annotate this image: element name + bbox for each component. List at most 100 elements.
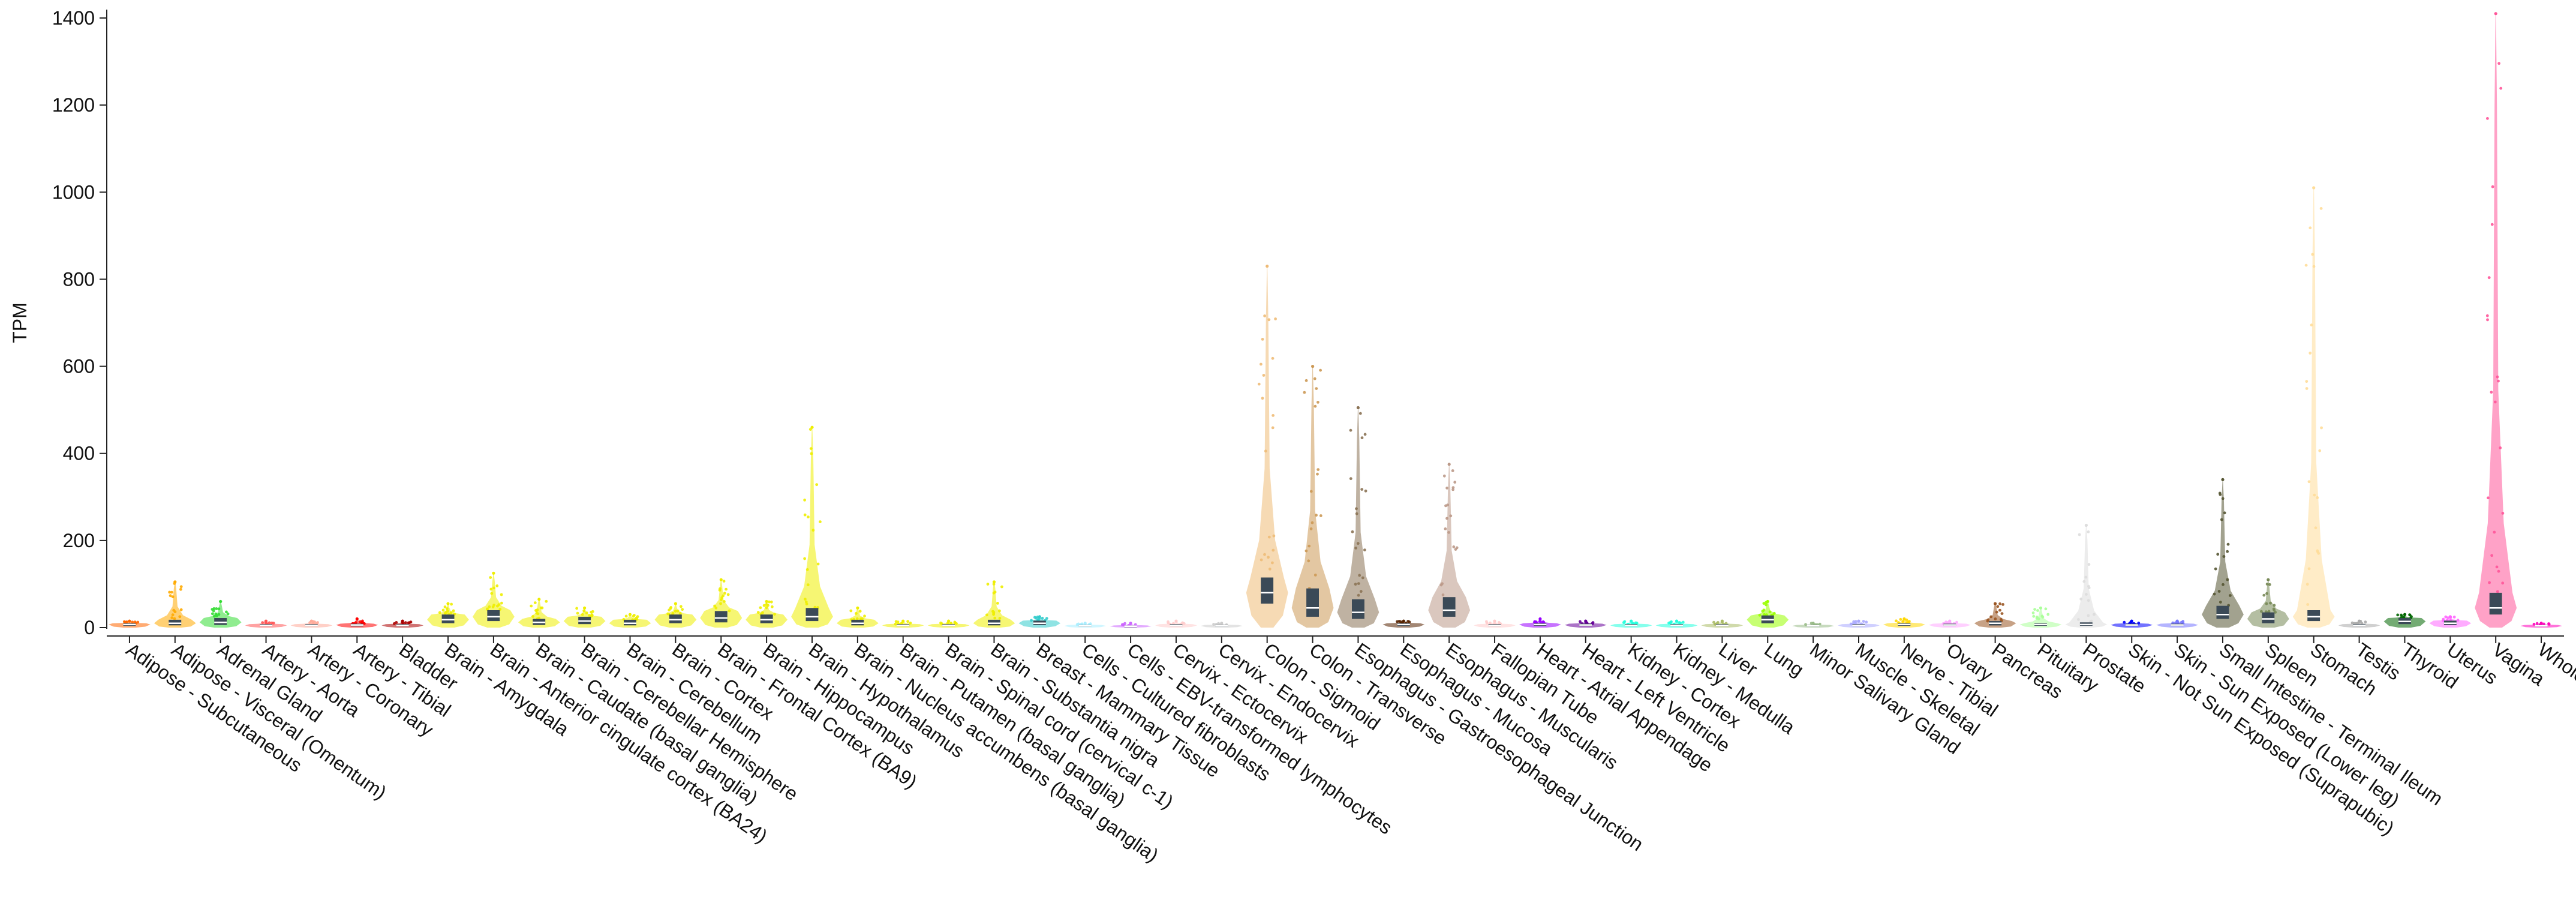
outlier-point <box>1360 488 1364 491</box>
violin-12[interactable] <box>654 602 697 628</box>
violin-27[interactable] <box>1337 406 1379 628</box>
iqr-box <box>2307 610 2320 622</box>
violin-6[interactable] <box>381 619 424 628</box>
violin-0[interactable] <box>109 619 151 628</box>
outlier-point <box>993 590 997 594</box>
outlier-point <box>2547 622 2550 625</box>
violin-body <box>473 573 515 628</box>
outlier-point <box>996 602 999 605</box>
violin-18[interactable] <box>927 619 970 628</box>
violin-40[interactable] <box>1928 619 1971 628</box>
violin-11[interactable] <box>609 613 651 628</box>
violin-42[interactable] <box>2019 606 2062 628</box>
outlier-point <box>2486 117 2489 120</box>
outlier-point <box>855 617 859 620</box>
outlier-point <box>1441 593 1445 596</box>
violin-44[interactable] <box>2111 619 2153 628</box>
outlier-point <box>1304 379 1308 382</box>
outlier-point <box>2082 580 2086 583</box>
violin-35[interactable] <box>1701 619 1744 628</box>
outlier-point <box>1304 549 1308 553</box>
outlier-point <box>819 520 822 523</box>
outlier-point <box>2311 253 2315 256</box>
outlier-point <box>1451 469 1454 472</box>
violin-14[interactable] <box>746 599 787 628</box>
outlier-point <box>723 600 726 603</box>
violin-10[interactable] <box>563 606 606 628</box>
outlier-point <box>1000 585 1003 589</box>
violin-20[interactable] <box>1018 615 1061 628</box>
violin-13[interactable] <box>700 578 743 628</box>
outlier-point <box>2501 581 2505 585</box>
outlier-point <box>1763 613 1766 616</box>
max-point <box>2358 619 2361 623</box>
outlier-point <box>441 608 445 612</box>
outlier-point <box>1313 377 1316 380</box>
violin-9[interactable] <box>518 598 560 628</box>
outlier-point <box>985 613 988 617</box>
violin-32[interactable] <box>1564 619 1607 628</box>
violin-38[interactable] <box>1838 619 1880 628</box>
violin-15[interactable] <box>791 425 833 628</box>
violin-49[interactable] <box>2338 619 2380 628</box>
outlier-point <box>2087 586 2091 590</box>
outlier-point <box>1772 611 1776 615</box>
violin-3[interactable] <box>245 619 287 628</box>
max-point <box>2084 523 2088 527</box>
violin-48[interactable] <box>2292 186 2335 628</box>
violin-46[interactable] <box>2202 478 2244 628</box>
outlier-point <box>1899 617 1902 621</box>
outlier-point <box>1262 374 1266 377</box>
outlier-point <box>2487 276 2491 280</box>
outlier-point <box>2273 604 2276 607</box>
violin-2[interactable] <box>199 599 242 628</box>
violin-1[interactable] <box>154 580 196 628</box>
violin-41[interactable] <box>1974 602 2016 628</box>
violin-53[interactable] <box>2520 622 2562 628</box>
outlier-point <box>1313 574 1317 577</box>
violin-31[interactable] <box>1519 617 1561 628</box>
violin-37[interactable] <box>1792 622 1834 628</box>
outlier-point <box>2499 446 2502 449</box>
max-point <box>2130 619 2133 623</box>
violin-52[interactable] <box>2475 12 2517 628</box>
violin-28[interactable] <box>1382 619 1425 628</box>
violin-24[interactable] <box>1200 622 1243 628</box>
violin-36[interactable] <box>1747 599 1789 628</box>
violin-45[interactable] <box>2156 619 2198 628</box>
violin-4[interactable] <box>290 619 333 628</box>
violin-16[interactable] <box>837 606 879 628</box>
violin-7[interactable] <box>427 602 469 628</box>
violin-30[interactable] <box>1474 619 1516 628</box>
violin-34[interactable] <box>1655 619 1698 628</box>
violin-43[interactable] <box>2065 523 2108 628</box>
max-point <box>856 606 859 610</box>
violin-8[interactable] <box>473 571 515 628</box>
max-point <box>810 425 814 429</box>
outlier-point <box>1895 619 1898 623</box>
outlier-point <box>1579 620 1582 623</box>
violin-33[interactable] <box>1610 619 1652 628</box>
violin-50[interactable] <box>2383 613 2426 628</box>
iqr-box <box>1442 597 1456 617</box>
violin-39[interactable] <box>1883 617 1925 628</box>
violin-21[interactable] <box>1064 622 1107 628</box>
outlier-point <box>2001 603 2004 606</box>
outlier-point <box>1765 603 1768 607</box>
max-point <box>492 571 495 575</box>
violin-23[interactable] <box>1155 619 1197 628</box>
outlier-point <box>1355 507 1358 511</box>
outlier-point <box>1261 338 1264 341</box>
violin-5[interactable] <box>336 617 378 628</box>
violin-22[interactable] <box>1110 622 1152 628</box>
violin-47[interactable] <box>2247 578 2289 628</box>
violin-26[interactable] <box>1291 365 1334 628</box>
outlier-point <box>1303 391 1306 394</box>
violin-51[interactable] <box>2429 615 2472 628</box>
violin-25[interactable] <box>1246 265 1288 628</box>
violin-17[interactable] <box>882 619 924 628</box>
violin-29[interactable] <box>1428 463 1471 628</box>
violin-19[interactable] <box>973 580 1015 628</box>
outlier-point <box>2495 565 2499 569</box>
outlier-point <box>2221 497 2225 500</box>
